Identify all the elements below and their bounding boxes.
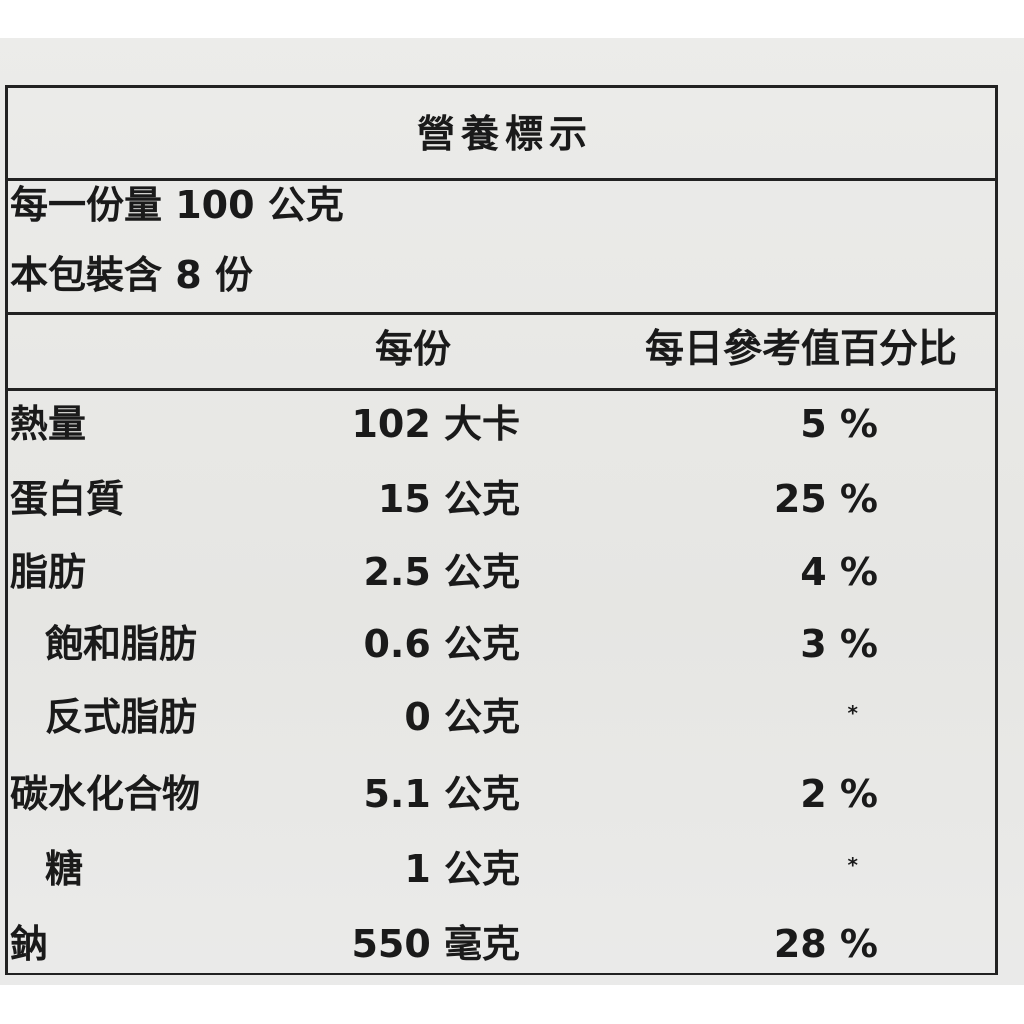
divider xyxy=(5,178,998,181)
nutrient-name: 碳水化合物 xyxy=(10,772,201,816)
daily-percent: 4 % xyxy=(800,550,878,594)
daily-percent: * xyxy=(847,853,858,877)
daily-percent: 28 % xyxy=(773,922,878,966)
nutrient-name: 糖 xyxy=(45,847,84,891)
nutrient-name: 飽和脂肪 xyxy=(45,622,198,666)
daily-percent: 25 % xyxy=(773,477,878,521)
daily-percent: 5 % xyxy=(800,402,878,446)
daily-percent: * xyxy=(847,701,858,725)
nutrient-name: 蛋白質 xyxy=(10,477,125,521)
daily-percent: 3 % xyxy=(800,622,878,666)
margin xyxy=(0,0,1024,38)
nutrient-name: 反式脂肪 xyxy=(45,695,198,739)
divider xyxy=(5,312,998,315)
nutrient-name: 鈉 xyxy=(10,922,49,966)
amount: 102 大卡 xyxy=(351,402,520,446)
amount: 0 公克 xyxy=(404,695,520,739)
amount: 1 公克 xyxy=(404,847,520,891)
margin xyxy=(0,985,1024,1024)
label-title: 營養標示 xyxy=(416,112,593,156)
serving-size: 每一份量 100 公克 xyxy=(10,183,344,227)
amount: 2.5 公克 xyxy=(363,550,520,594)
servings-per-package: 本包裝含 8 份 xyxy=(10,253,253,297)
nutrient-name: 脂肪 xyxy=(10,550,87,594)
label-border xyxy=(5,85,998,975)
amount: 15 公克 xyxy=(377,477,520,521)
divider xyxy=(5,388,998,391)
amount: 5.1 公克 xyxy=(363,772,520,816)
daily-percent: 2 % xyxy=(800,772,878,816)
nutrient-name: 熱量 xyxy=(10,402,87,446)
column-header: 每份 xyxy=(375,327,452,371)
amount: 550 毫克 xyxy=(351,922,520,966)
amount: 0.6 公克 xyxy=(363,622,520,666)
column-header: 每日參考值百分比 xyxy=(645,327,958,372)
